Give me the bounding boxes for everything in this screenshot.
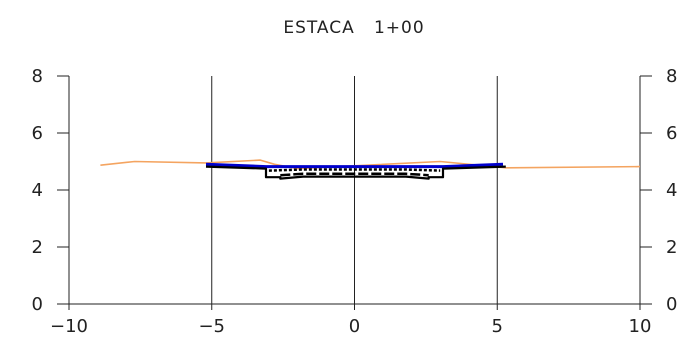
surface-line <box>205 162 504 169</box>
y-tick-label-right-4: 8 <box>666 66 677 87</box>
x-tick-label-4: 10 <box>629 316 652 337</box>
series-layer <box>100 159 641 180</box>
y-tick-label-right-3: 6 <box>666 123 677 144</box>
x-tick-label-0: −10 <box>50 316 88 337</box>
y-tick-label-right-0: 0 <box>666 294 677 315</box>
y-tick-label-left-3: 6 <box>32 123 43 144</box>
x-tick-label-1: −5 <box>198 316 225 337</box>
tick-label-layer: 0 0 2 2 4 4 6 6 8 8 −10 −5 0 5 10 <box>32 66 678 337</box>
structure-inner-line <box>268 168 441 172</box>
x-tick-label-2: 0 <box>349 316 360 337</box>
structure-base-line <box>280 172 429 177</box>
y-tick-label-left-0: 0 <box>32 294 43 315</box>
y-tick-label-right-1: 2 <box>666 237 677 258</box>
y-tick-label-left-1: 2 <box>32 237 43 258</box>
grid-layer <box>211 76 498 304</box>
chart-title: ESTACA 1+00 <box>283 18 424 38</box>
y-tick-label-left-2: 4 <box>32 180 43 201</box>
x-tick-label-3: 5 <box>492 316 503 337</box>
structure-outer-line <box>205 165 506 180</box>
axes-layer <box>57 75 652 310</box>
y-tick-label-right-2: 4 <box>666 180 677 201</box>
y-tick-label-left-4: 8 <box>32 66 43 87</box>
